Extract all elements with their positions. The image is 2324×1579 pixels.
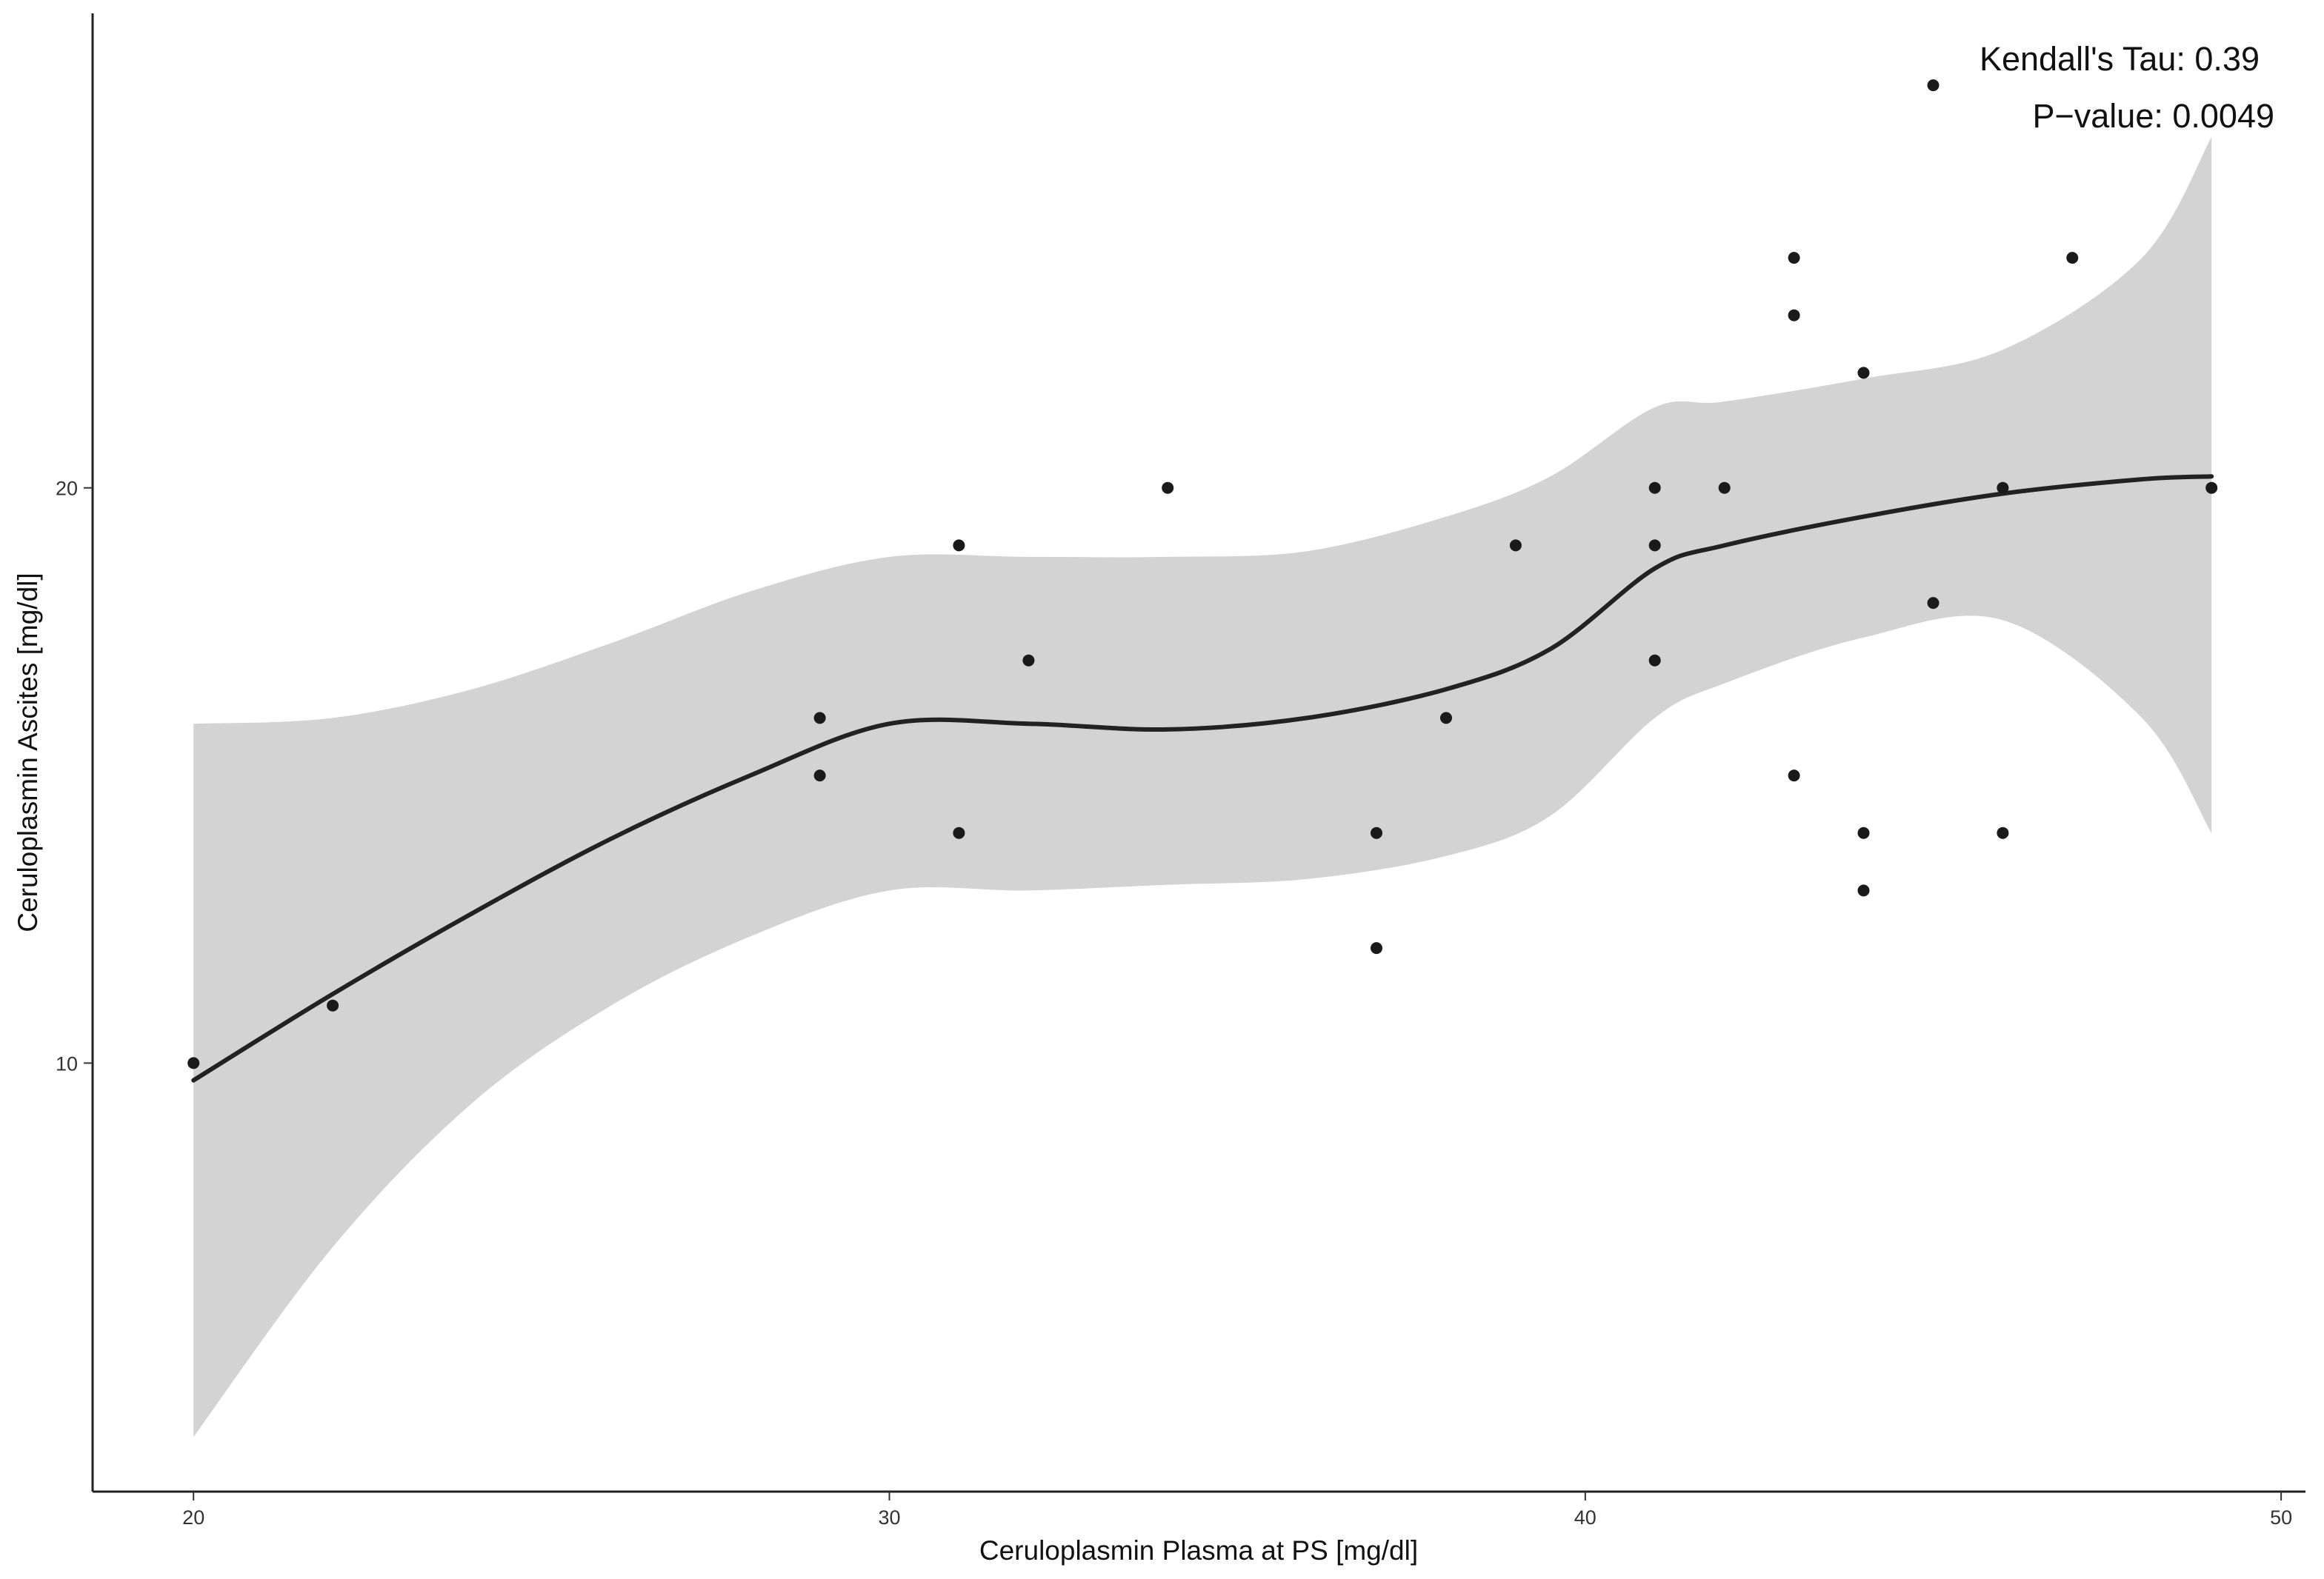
data-point	[1648, 539, 1661, 552]
data-point	[1857, 827, 1870, 839]
x-axis-title: Ceruloplasmin Plasma at PS [mg/dl]	[979, 1535, 1418, 1566]
confidence-band	[193, 137, 2212, 1438]
data-point	[1162, 481, 1174, 494]
data-point	[327, 999, 339, 1012]
data-point	[813, 770, 826, 782]
data-point	[187, 1057, 200, 1069]
x-tick-label: 30	[878, 1506, 900, 1529]
data-point	[2066, 252, 2079, 264]
x-ticks: 20 30 40 50	[182, 1492, 2292, 1529]
data-point	[1022, 654, 1035, 667]
data-point	[1788, 770, 1800, 782]
data-point	[1371, 827, 1382, 839]
y-tick-label: 20	[56, 478, 78, 500]
data-point	[1648, 481, 1661, 494]
data-point	[1788, 309, 1800, 321]
data-points-layer	[187, 79, 2218, 1069]
smooth-line-layer	[191, 474, 2214, 1083]
y-ticks: 10 20	[56, 478, 93, 1075]
data-point	[2205, 481, 2218, 494]
data-point	[1927, 79, 1940, 92]
p-value-annotation: P−value: 0.0049	[2032, 97, 2274, 135]
data-point	[1648, 654, 1661, 667]
data-point	[1857, 367, 1870, 379]
data-point	[1927, 597, 1940, 610]
data-point	[953, 827, 965, 839]
y-axis-title: Ceruloplasmin Ascites [mg/dl]	[13, 572, 43, 932]
data-point	[1997, 481, 2009, 494]
data-point	[1440, 712, 1452, 724]
axes	[91, 13, 2305, 1493]
data-point	[1997, 827, 2009, 839]
data-point	[1857, 884, 1870, 897]
confidence-band-layer	[193, 137, 2212, 1438]
data-point	[1509, 539, 1522, 552]
x-tick-label: 50	[2270, 1506, 2292, 1529]
data-point	[953, 539, 965, 552]
data-point	[1371, 942, 1382, 955]
kendall-tau-annotation: Kendall's Tau: 0.39	[1980, 40, 2260, 78]
data-point	[1718, 481, 1731, 494]
data-point	[1788, 252, 1800, 264]
x-tick-label: 20	[182, 1506, 204, 1529]
loess-smooth-line	[191, 474, 2214, 1083]
x-tick-label: 40	[1574, 1506, 1596, 1529]
data-point	[813, 712, 826, 724]
y-tick-label: 10	[56, 1052, 78, 1075]
